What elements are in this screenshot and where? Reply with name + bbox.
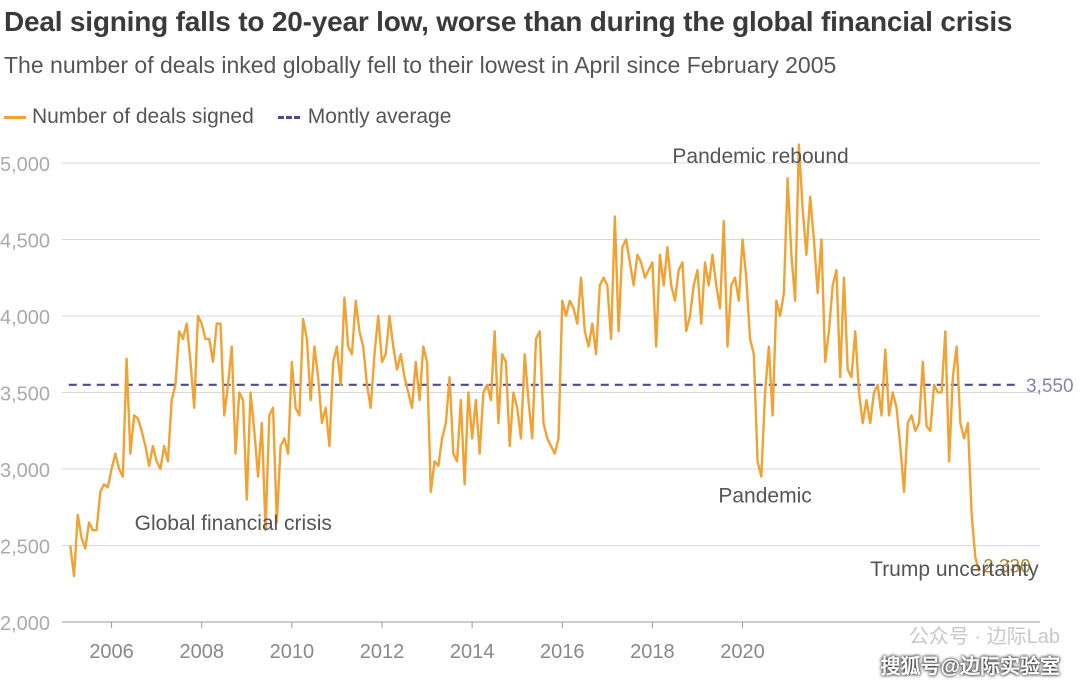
x-tick-label: 2014 [450,641,495,663]
y-tick-label: 2,500 [0,536,50,558]
x-tick-label: 2016 [540,641,585,663]
last-value-label: 2,330 [983,557,1031,578]
legend-label-series: Number of deals signed [32,105,254,128]
average-value-label: 3,550 [1026,376,1074,397]
y-tick-label: 3,000 [0,460,50,482]
legend-swatch-series [4,115,26,119]
x-tick-label: 2018 [630,641,675,663]
legend-label-average: Montly average [307,105,452,128]
annotation-label: Trump uncertainty [870,558,1039,581]
y-tick-label: 2,000 [0,613,50,635]
legend: Number of deals signed Montly average [4,105,451,129]
watermark-account: 公众号 · 边际Lab [908,626,1060,648]
y-tick-label: 5,000 [0,154,50,176]
y-tick-label: 3,500 [0,383,50,405]
annotation-label: Pandemic [718,485,811,508]
watermark-source: 搜狐号@边际实验室 [880,656,1060,678]
x-tick-label: 2020 [720,641,765,663]
x-tick-label: 2006 [89,641,134,663]
series-line-deals [69,143,981,578]
y-tick-label: 4,500 [0,230,50,252]
chart-subtitle: The number of deals inked globally fell … [4,52,837,78]
chart-title: Deal signing falls to 20-year low, worse… [4,6,1013,37]
x-tick-label: 2012 [360,641,405,663]
legend-swatch-average [277,115,300,119]
x-tick-label: 2008 [179,641,224,663]
x-tick-label: 2010 [270,641,315,663]
y-tick-label: 4,000 [0,307,50,329]
annotation-label: Global financial crisis [135,512,332,535]
annotation-label: Pandemic rebound [672,145,848,168]
